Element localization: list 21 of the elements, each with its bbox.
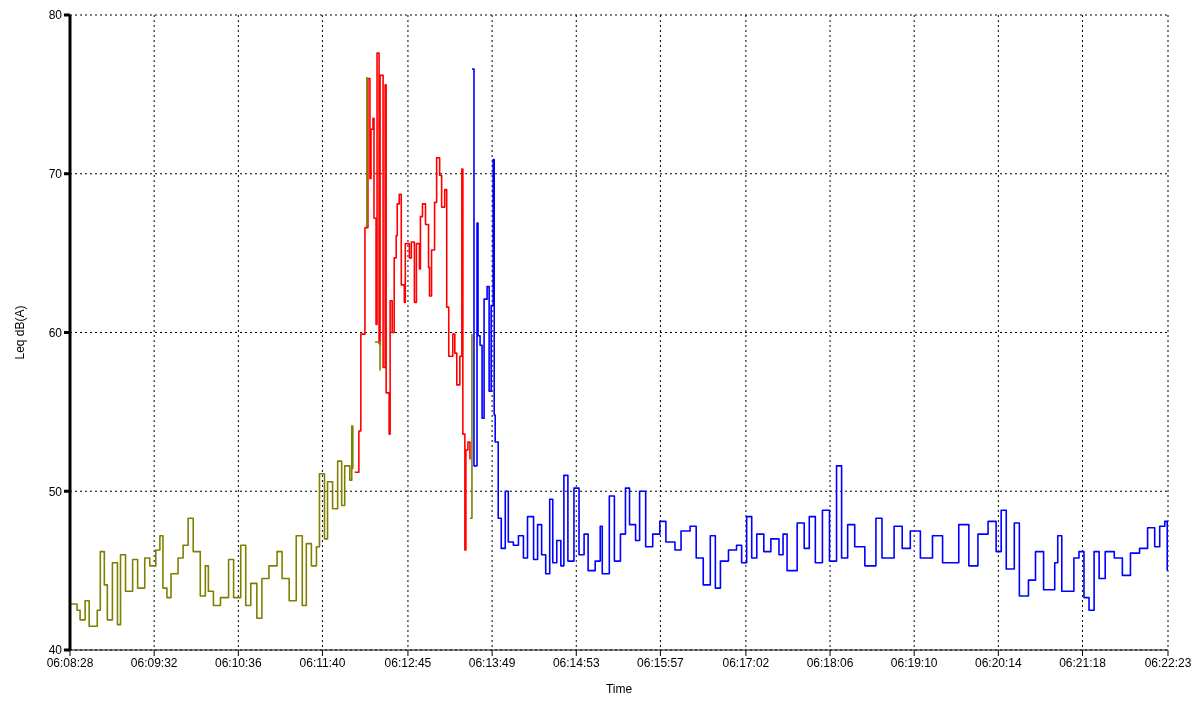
x-tick-label: 06:11:40 — [299, 655, 346, 670]
x-tick-label: 06:13:49 — [468, 655, 516, 670]
y-tick-label: 60 — [48, 325, 63, 340]
y-axis-title: Leq dB(A) — [13, 305, 28, 360]
x-tick-label: 06:08:28 — [46, 655, 94, 670]
x-tick-label: 06:17:02 — [722, 655, 770, 670]
y-tick-label: 50 — [48, 484, 63, 499]
x-tick-label: 06:22:23 — [1144, 655, 1192, 670]
x-tick-label: 06:10:36 — [214, 655, 263, 670]
x-tick-label: 06:20:14 — [974, 655, 1023, 670]
x-tick-label: 06:12:45 — [384, 655, 432, 670]
x-axis-title: Time — [605, 682, 633, 696]
y-tick-label: 80 — [48, 8, 63, 23]
x-tick-label: 06:09:32 — [130, 655, 178, 670]
x-tick-label: 06:14:53 — [552, 655, 600, 670]
x-tick-label: 06:21:18 — [1059, 655, 1107, 670]
y-tick-label: 40 — [48, 643, 63, 658]
x-tick-label: 06:19:10 — [890, 655, 938, 670]
x-tick-label: 06:15:57 — [637, 655, 685, 670]
x-tick-label: 06:18:06 — [806, 655, 854, 670]
y-tick-label: 70 — [48, 167, 63, 182]
